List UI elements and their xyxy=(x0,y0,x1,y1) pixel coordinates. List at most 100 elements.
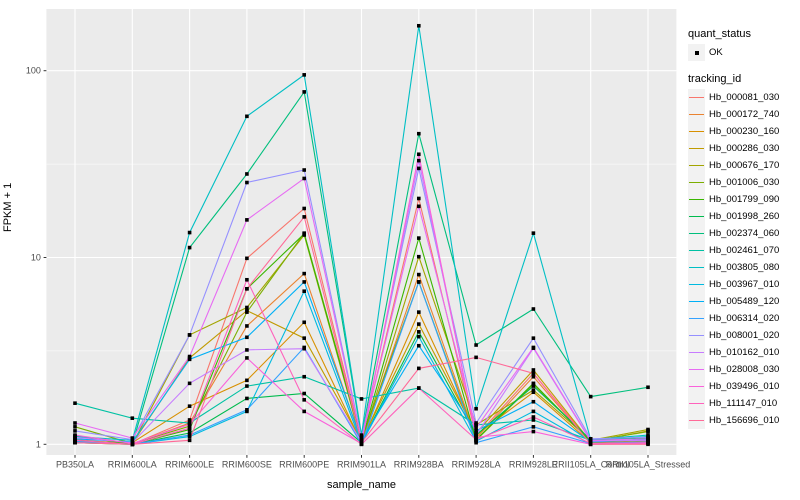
legend-entry-Hb_001006_030: Hb_001006_030 xyxy=(688,174,800,191)
data-point xyxy=(588,442,593,447)
x-tick-label: RRII105LA_Control xyxy=(552,460,630,470)
legend-entry-Hb_156696_010: Hb_156696_010 xyxy=(688,412,800,429)
legend-entry-Hb_111147_010: Hb_111147_010 xyxy=(688,395,800,412)
x-tick-label: RRIM600LA xyxy=(108,460,157,470)
data-point xyxy=(187,431,192,435)
legend-key-icon xyxy=(688,293,705,310)
data-point xyxy=(302,398,306,402)
data-point xyxy=(187,422,192,427)
legend-key-icon xyxy=(688,378,705,395)
data-point xyxy=(531,345,536,350)
data-point xyxy=(646,427,650,432)
legend-key-icon xyxy=(688,174,705,191)
data-point xyxy=(359,397,364,401)
legend-label: Hb_001006_030 xyxy=(709,177,780,188)
legend-label: Hb_111147_010 xyxy=(709,398,778,409)
data-point xyxy=(245,348,249,352)
x-tick-label: RRIM600LE xyxy=(165,460,214,470)
data-point xyxy=(302,206,306,211)
legend-key-icon xyxy=(688,259,705,276)
data-point xyxy=(245,324,249,328)
legend-label: Hb_000081_030 xyxy=(709,92,780,103)
data-point xyxy=(531,381,536,386)
data-point xyxy=(130,436,135,440)
data-point xyxy=(302,231,306,236)
data-point xyxy=(474,433,478,437)
data-point xyxy=(531,415,536,419)
legend-entry-Hb_039496_010: Hb_039496_010 xyxy=(688,378,800,395)
data-point xyxy=(302,336,306,340)
legend-key-icon xyxy=(688,242,705,259)
legend-key-icon xyxy=(688,191,705,208)
legend-label: Hb_000172_740 xyxy=(709,109,780,120)
data-point xyxy=(73,440,77,445)
data-point xyxy=(417,236,421,240)
data-point xyxy=(474,431,478,435)
data-point xyxy=(417,131,421,136)
legend-label: Hb_028008_030 xyxy=(709,364,780,375)
y-tick-label: 10 xyxy=(31,253,41,263)
x-tick-label: RRII105LA_Stressed xyxy=(606,460,691,470)
data-point xyxy=(646,385,650,390)
data-point xyxy=(474,426,478,430)
legend-label: OK xyxy=(709,47,723,58)
data-point xyxy=(588,394,593,399)
legend-entry-Hb_008001_020: Hb_008001_020 xyxy=(688,327,800,344)
data-point xyxy=(531,429,536,434)
x-tick-label: RRIM600PE xyxy=(279,460,329,470)
y-tick-label: 1 xyxy=(36,439,41,449)
y-tick-label: 100 xyxy=(26,66,41,76)
legend-entry-Hb_002374_060: Hb_002374_060 xyxy=(688,225,800,242)
data-point xyxy=(73,401,77,405)
data-point xyxy=(588,438,593,443)
data-point xyxy=(245,218,249,222)
data-point xyxy=(245,180,249,185)
data-point xyxy=(417,254,421,259)
legend-entry-Hb_006314_020: Hb_006314_020 xyxy=(688,310,800,327)
legend-key-icon xyxy=(688,123,705,140)
data-point xyxy=(417,158,421,163)
data-point xyxy=(302,409,306,414)
data-point xyxy=(474,355,478,360)
data-point xyxy=(302,90,306,94)
legend-label: Hb_002374_060 xyxy=(709,228,780,239)
data-point xyxy=(417,204,421,209)
data-point xyxy=(531,371,536,376)
data-point xyxy=(73,429,77,433)
data-point xyxy=(302,271,306,276)
quant-ok-key-icon xyxy=(688,44,705,61)
data-point xyxy=(187,433,192,437)
data-point xyxy=(187,381,192,386)
data-point xyxy=(73,438,77,443)
legend-label: Hb_156696_010 xyxy=(709,415,780,426)
data-point xyxy=(302,346,306,351)
legend-key-icon xyxy=(688,157,705,174)
data-point xyxy=(245,378,249,383)
data-point xyxy=(646,437,650,441)
data-point xyxy=(646,429,650,434)
data-point xyxy=(646,433,650,437)
data-point xyxy=(531,399,536,404)
legend-key-icon xyxy=(688,276,705,293)
legend-key-icon xyxy=(688,208,705,225)
legend-entry-Hb_001799_090: Hb_001799_090 xyxy=(688,191,800,208)
legend-label: Hb_001799_090 xyxy=(709,194,780,205)
data-point xyxy=(302,215,306,219)
legend-entry-Hb_005489_120: Hb_005489_120 xyxy=(688,293,800,310)
data-point xyxy=(531,390,536,395)
data-point xyxy=(187,424,192,428)
data-point xyxy=(417,343,421,348)
data-point xyxy=(531,418,536,422)
data-point xyxy=(531,384,536,388)
data-point xyxy=(245,384,249,388)
data-point xyxy=(531,374,536,379)
legend-entry-Hb_028008_030: Hb_028008_030 xyxy=(688,361,800,378)
data-point xyxy=(474,435,478,440)
legend-key-icon xyxy=(688,395,705,412)
legend-entry-Hb_000286_030: Hb_000286_030 xyxy=(688,140,800,157)
legend-label: Hb_003967_010 xyxy=(709,279,780,290)
legend-entry-Hb_000676_170: Hb_000676_170 xyxy=(688,157,800,174)
legend-key-icon xyxy=(688,344,705,361)
data-point xyxy=(130,416,135,420)
data-point xyxy=(474,421,478,425)
